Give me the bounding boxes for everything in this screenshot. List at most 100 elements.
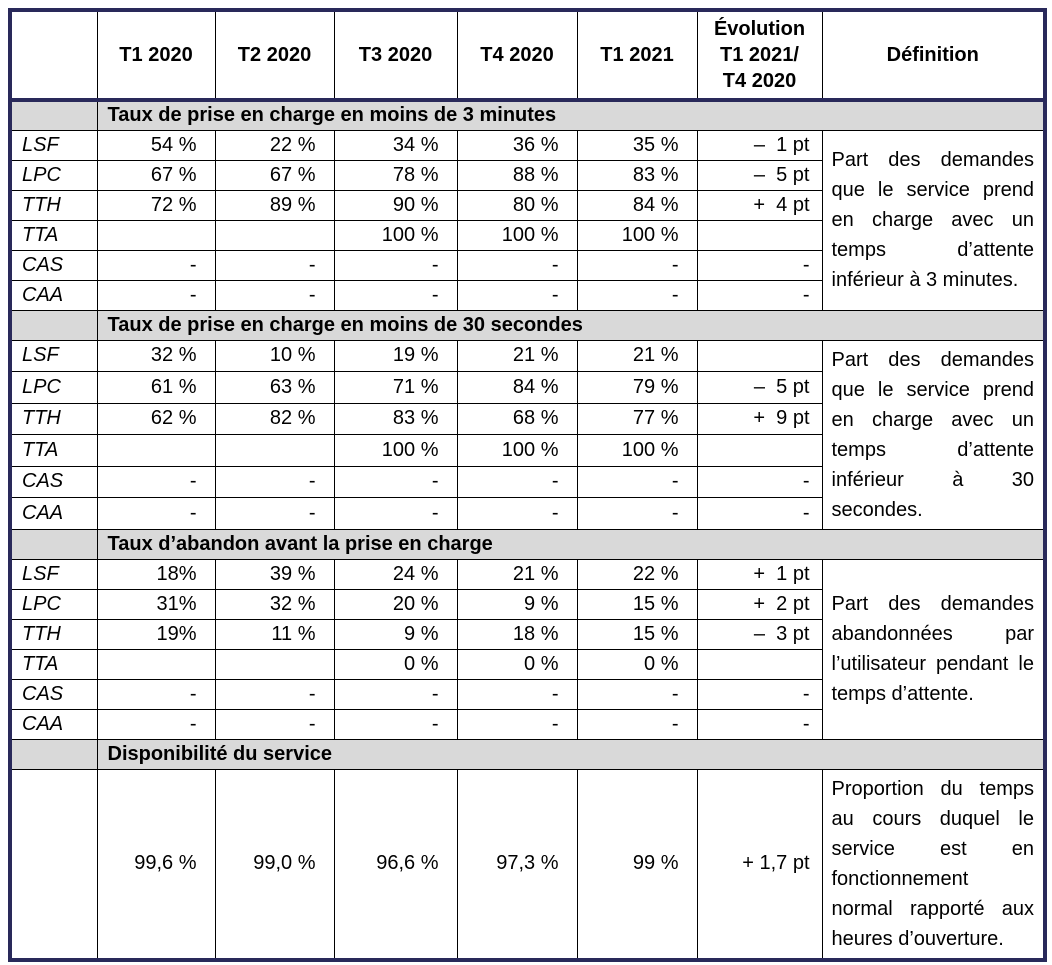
- table-row-lpc: LPC 67 % 67 % 78 % 88 % 83 % – 5 pt: [9, 159, 1045, 191]
- value-cell: 10 %: [214, 339, 335, 372]
- value-cell: 83 %: [333, 402, 458, 435]
- value-cell: 9 %: [333, 618, 458, 650]
- value-cell: 89 %: [214, 189, 335, 221]
- evolution-cell: + 9 pt: [696, 402, 823, 435]
- value-cell: 67 %: [214, 159, 335, 191]
- table-row-cas: CAS - - - - - -: [9, 678, 1045, 710]
- value-cell: 83 %: [576, 159, 698, 191]
- value-cell: 22 %: [214, 129, 335, 161]
- value-cell: -: [576, 249, 698, 281]
- value-cell: -: [214, 465, 335, 498]
- section-band-disponibilite: Disponibilité du service: [9, 738, 1046, 770]
- row-label-cas: CAS: [9, 678, 98, 710]
- section-band-corner: [9, 309, 98, 341]
- row-label-tta: TTA: [9, 434, 98, 467]
- value-cell: -: [456, 708, 578, 740]
- evolution-cell: -: [696, 249, 823, 281]
- table-row-lpc: LPC 61 % 63 % 71 % 84 % 79 % – 5 pt: [9, 371, 1045, 404]
- value-cell: 18%: [96, 558, 216, 590]
- value-cell: 21 %: [456, 558, 578, 590]
- evolution-cell: – 3 pt: [696, 618, 823, 650]
- row-label-tth: TTH: [9, 402, 98, 435]
- definition-cell-abandon: Part des demandes abandonnées par l’util…: [821, 558, 1046, 740]
- table-row-cas: CAS - - - - - -: [9, 465, 1045, 498]
- value-cell: -: [333, 465, 458, 498]
- evolution-cell: + 2 pt: [696, 588, 823, 620]
- value-cell: 82 %: [214, 402, 335, 435]
- value-cell: -: [333, 497, 458, 530]
- row-label-tth: TTH: [9, 189, 98, 221]
- value-cell: 62 %: [96, 402, 216, 435]
- section-title-abandon: Taux d’abandon avant la prise en charge: [96, 528, 1046, 560]
- table-row-lsf: LSF 54 % 22 % 34 % 36 % 35 % – 1 pt Part…: [9, 129, 1046, 311]
- value-cell: [214, 219, 335, 251]
- section-title-disponibilite: Disponibilité du service: [96, 738, 1046, 770]
- value-cell: 19 %: [333, 339, 458, 372]
- table-row-tta: TTA 0 % 0 % 0 %: [9, 648, 1045, 680]
- value-cell: -: [96, 279, 216, 311]
- value-cell: 100 %: [333, 434, 458, 467]
- column-header-t1-2021: T1 2021: [576, 9, 698, 102]
- value-cell: 100 %: [576, 219, 698, 251]
- evolution-header-line2: T1 2021/: [720, 44, 799, 66]
- value-cell: 97,3 %: [456, 768, 578, 960]
- row-label-cas: CAS: [9, 465, 98, 498]
- value-cell: 39 %: [214, 558, 335, 590]
- value-cell: -: [96, 249, 216, 281]
- value-cell: 11 %: [214, 618, 335, 650]
- value-cell: 0 %: [576, 648, 698, 680]
- definition-cell-30-secondes: Part des demandes que le service prend e…: [821, 339, 1046, 530]
- value-cell: 72 %: [96, 189, 216, 221]
- value-cell: 96,6 %: [333, 768, 458, 960]
- value-cell: 71 %: [333, 371, 458, 404]
- value-cell: 34 %: [333, 129, 458, 161]
- value-cell: 90 %: [333, 189, 458, 221]
- evolution-cell: – 5 pt: [696, 159, 823, 191]
- evolution-header-line3: T4 2020: [722, 70, 797, 92]
- value-cell: 0 %: [333, 648, 458, 680]
- evolution-cell: -: [696, 279, 823, 311]
- row-label-lpc: LPC: [9, 588, 98, 620]
- value-cell: -: [576, 497, 698, 530]
- evolution-cell: – 5 pt: [696, 371, 823, 404]
- value-cell: -: [456, 465, 578, 498]
- evolution-cell: -: [696, 497, 823, 530]
- section-band-corner: [9, 528, 98, 560]
- value-cell: 22 %: [576, 558, 698, 590]
- value-cell: -: [214, 497, 335, 530]
- evolution-cell: [696, 339, 823, 372]
- value-cell: 63 %: [214, 371, 335, 404]
- evolution-cell: -: [696, 708, 823, 740]
- column-header-t4-2020: T4 2020: [456, 9, 578, 102]
- section-title-30-secondes: Taux de prise en charge en moins de 30 s…: [96, 309, 1046, 341]
- value-cell: -: [576, 279, 698, 311]
- evolution-cell: + 1,7 pt: [696, 768, 823, 960]
- value-cell: 9 %: [456, 588, 578, 620]
- value-cell: 32 %: [96, 339, 216, 372]
- value-cell: 21 %: [576, 339, 698, 372]
- section-band-3-minutes: Taux de prise en charge en moins de 3 mi…: [9, 99, 1046, 131]
- value-cell: 19%: [96, 618, 216, 650]
- definition-cell-disponibilite: Proportion du temps au cours duquel le s…: [821, 768, 1046, 960]
- value-cell: -: [96, 678, 216, 710]
- table-row-lsf: LSF 18% 39 % 24 % 21 % 22 % + 1 pt Part …: [9, 558, 1046, 740]
- column-header-evolution: Évolution T1 2021/ T4 2020: [696, 9, 823, 102]
- value-cell: 100 %: [456, 434, 578, 467]
- evolution-cell: – 1 pt: [696, 129, 823, 161]
- row-label-tta: TTA: [9, 219, 98, 251]
- value-cell: 99,6 %: [96, 768, 216, 960]
- value-cell: -: [456, 678, 578, 710]
- value-cell: [96, 434, 216, 467]
- value-cell: 35 %: [576, 129, 698, 161]
- row-label-caa: CAA: [9, 708, 98, 740]
- value-cell: 78 %: [333, 159, 458, 191]
- row-label-lpc: LPC: [9, 371, 98, 404]
- value-cell: -: [456, 279, 578, 311]
- section-title-3-minutes: Taux de prise en charge en moins de 3 mi…: [96, 99, 1046, 131]
- row-label-cas: CAS: [9, 249, 98, 281]
- value-cell: -: [456, 497, 578, 530]
- value-cell: 99 %: [576, 768, 698, 960]
- value-cell: -: [333, 708, 458, 740]
- value-cell: 15 %: [576, 618, 698, 650]
